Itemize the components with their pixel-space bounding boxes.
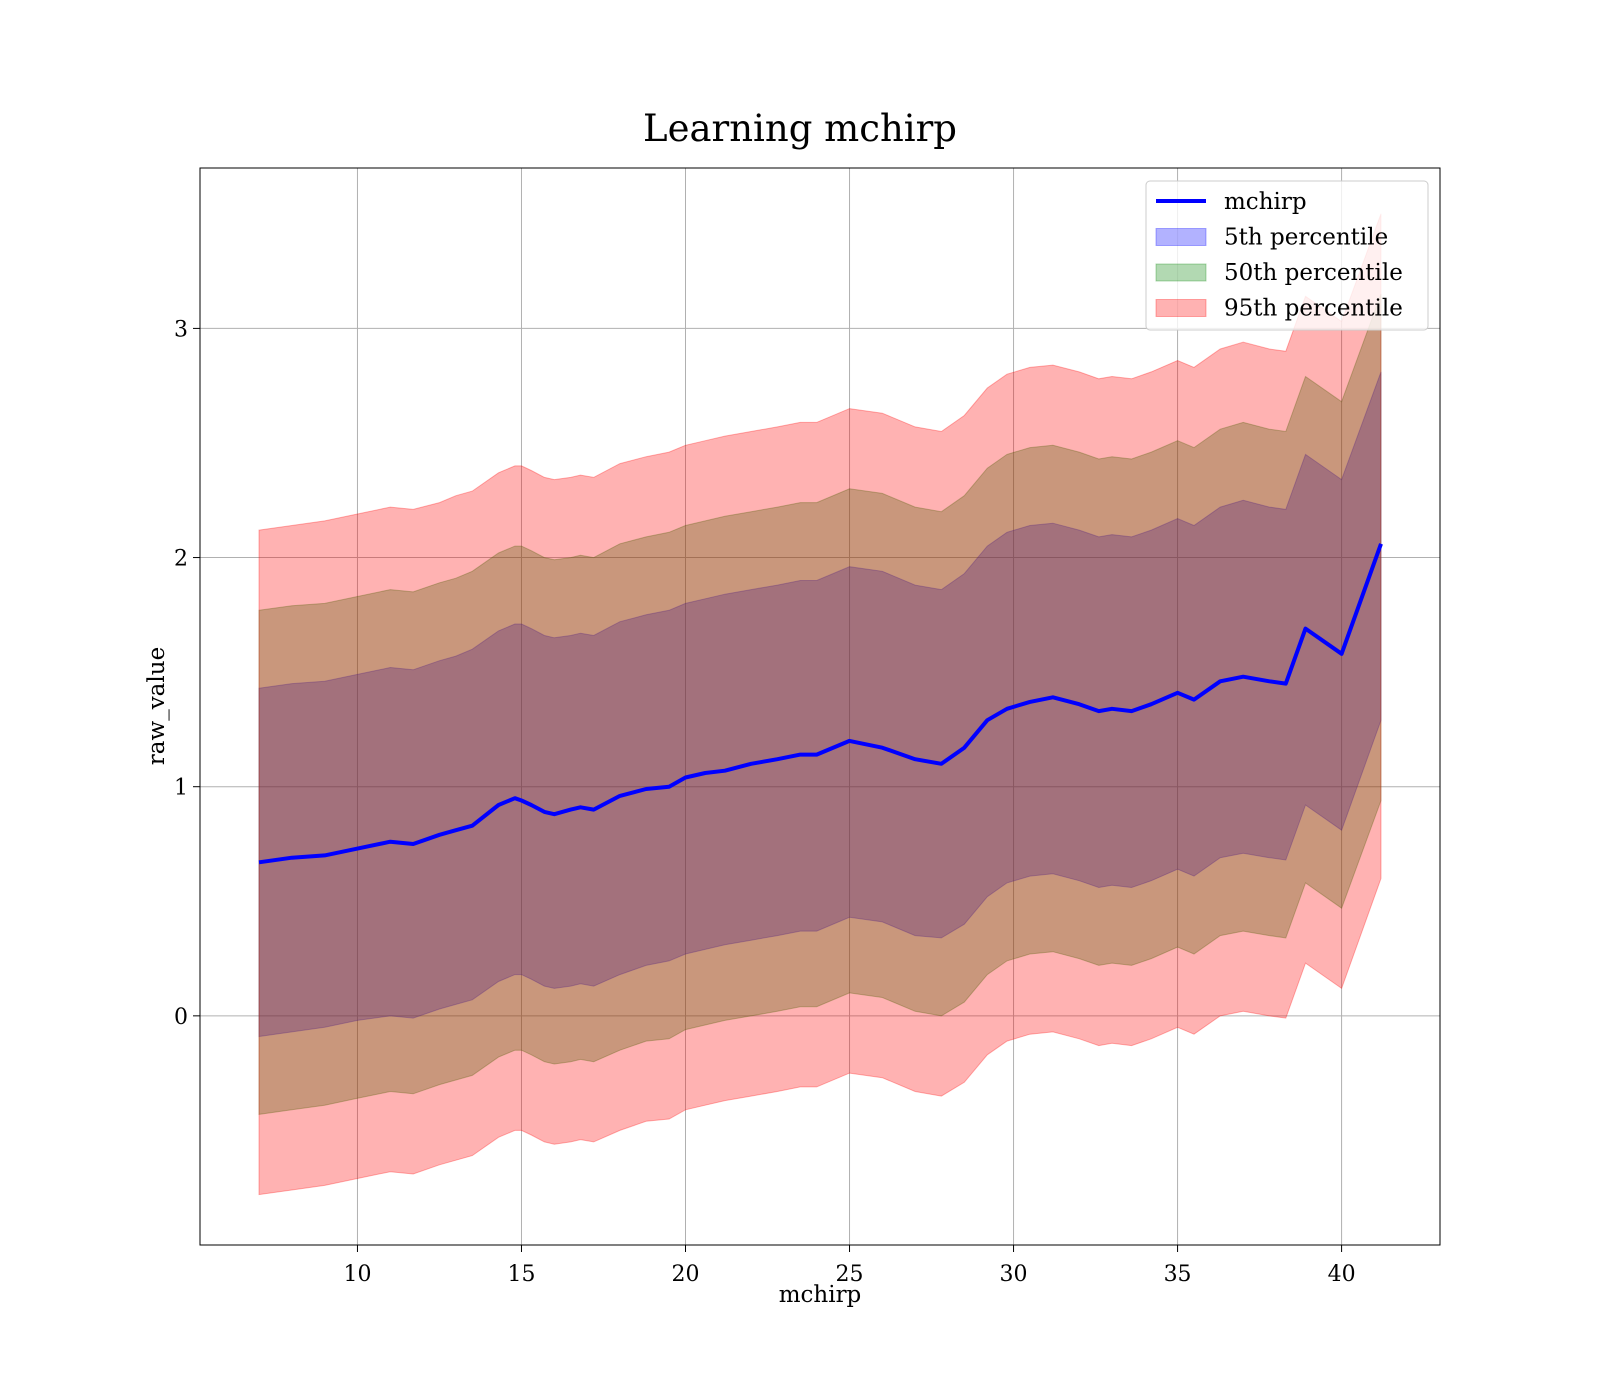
legend-label: 50th percentile xyxy=(1224,260,1403,286)
plot-frame xyxy=(199,167,1441,1246)
x-tick-label: 40 xyxy=(1328,1262,1356,1287)
5th-percentile-band xyxy=(258,371,1382,1038)
legend: mchirp 5th percentile 50th percentile 95th … xyxy=(1145,180,1429,331)
mchirp-line xyxy=(258,543,1383,865)
x-tick-label: 10 xyxy=(343,1262,371,1287)
y-tick-label: 3 xyxy=(174,317,188,342)
axis-ticks: 10 15 20 25 30 35 40 0 1 2 3 xyxy=(174,317,1356,1287)
x-tick-label: 35 xyxy=(1164,1262,1192,1287)
percentile-bands xyxy=(258,213,1382,1196)
x-tick-label: 30 xyxy=(1000,1262,1028,1287)
x-tick-label: 20 xyxy=(672,1262,700,1287)
legend-patch-swatch xyxy=(1155,263,1207,282)
95th-percentile-band xyxy=(258,213,1382,1196)
chart-title: Learning mchirp xyxy=(643,107,957,150)
y-axis-label: raw_value xyxy=(144,647,170,765)
legend-patch-swatch xyxy=(1155,228,1207,246)
y-tick-label: 1 xyxy=(174,776,188,801)
legend-box xyxy=(1145,180,1429,331)
x-axis-label: mchirp xyxy=(779,1282,862,1308)
legend-label: 95th percentile xyxy=(1224,296,1403,322)
legend-label: 5th percentile xyxy=(1224,225,1388,251)
y-tick-label: 0 xyxy=(174,1005,188,1030)
50th-percentile-band xyxy=(258,293,1382,1115)
y-tick-label: 2 xyxy=(174,547,188,572)
legend-patch-swatch xyxy=(1155,299,1207,317)
mchirp-line-layer xyxy=(258,543,1383,865)
legend-label: mchirp xyxy=(1224,189,1307,215)
x-tick-label: 15 xyxy=(507,1262,535,1287)
x-tick-label: 25 xyxy=(836,1262,864,1287)
